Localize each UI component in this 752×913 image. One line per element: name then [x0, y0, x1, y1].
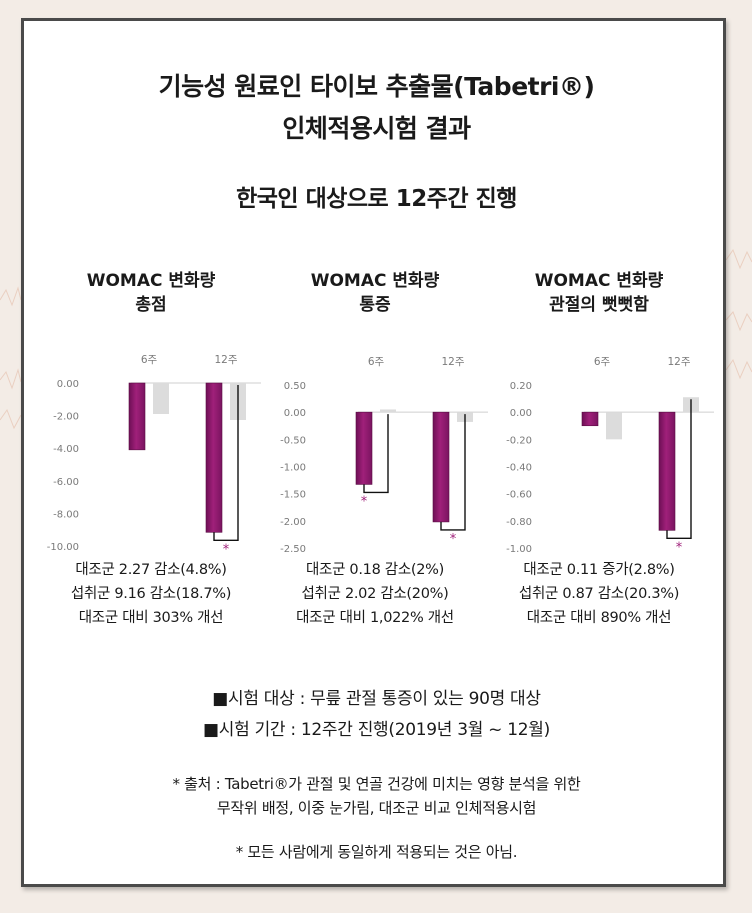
stats-line: 섭취군 9.16 감소(18.7%)	[70, 586, 232, 602]
stats-line: 대조군 0.11 증가(2.8%)	[523, 562, 675, 578]
stats-line: 대조군 대비 303% 개선	[78, 610, 224, 626]
week-label: 6주	[368, 356, 385, 368]
y-tick-label: 0.50	[284, 381, 306, 392]
chart-title-total: WOMAC 변화량 총점	[36, 269, 266, 317]
significance-star: *	[676, 540, 683, 553]
y-tick-label: -4.00	[53, 444, 79, 455]
y-tick-label: -2.50	[280, 544, 306, 553]
significance-bracket	[440, 414, 466, 531]
control-bar	[380, 409, 396, 413]
treatment-bar	[581, 411, 599, 427]
significance-star: *	[450, 532, 457, 547]
y-tick-label: 0.00	[510, 408, 532, 419]
stats-total: 대조군 2.27 감소(4.8%) 섭취군 9.16 감소(18.7%) 대조군…	[36, 558, 266, 630]
y-tick-label: -1.00	[280, 463, 306, 474]
significance-star: *	[361, 494, 368, 509]
y-tick-label: -0.60	[506, 490, 532, 501]
chart-title-line2: 관절의 뻣뻣함	[549, 295, 649, 315]
week-label: 6주	[594, 356, 611, 368]
treatment-bar	[658, 411, 676, 531]
chart-pain: 0.50 0.00 -0.50 -1.00 -1.50 -2.00 -2.50 6주 12주 * *	[280, 356, 488, 553]
main-title-line2: 인체적용시험 결과	[282, 114, 471, 143]
y-tick-label: -6.00	[53, 477, 79, 488]
y-tick-label: -0.20	[506, 435, 532, 446]
y-tick-label: -8.00	[53, 509, 79, 520]
treatment-bar	[355, 411, 373, 485]
y-tick-label: -2.00	[280, 517, 306, 528]
disclaimer-note: * 모든 사람에게 동일하게 적용되는 것은 아님.	[235, 843, 518, 861]
stats-line: 대조군 0.18 감소(2%)	[305, 562, 445, 578]
y-tick-label: -2.00	[53, 412, 79, 423]
significance-bracket	[666, 399, 692, 540]
stats-pain: 대조군 0.18 감소(2%) 섭취군 2.02 감소(20%) 대조군 대비 …	[260, 558, 490, 630]
significance-bracket	[213, 385, 239, 542]
stats-line: 대조군 대비 1,022% 개선	[296, 610, 454, 626]
y-tick-label: -10.00	[47, 542, 79, 551]
week-label: 12주	[667, 356, 690, 368]
source-note-line1: * 출처 : Tabetri®가 관절 및 연골 건강에 미치는 영향 분석을 …	[172, 775, 581, 793]
chart-title-line2: 통증	[359, 295, 391, 315]
info-period: ■시험 기간 : 12주간 진행(2019년 3월 ~ 12월)	[203, 720, 550, 740]
treatment-bar	[432, 411, 450, 523]
y-tick-label: -1.00	[506, 544, 532, 553]
chart-stiffness: 0.20 0.00 -0.20 -0.40 -0.60 -0.80 -1.00 6주 12주 *	[506, 356, 714, 553]
stats-line: 대조군 2.27 감소(4.8%)	[75, 562, 227, 578]
subtitle: 한국인 대상으로 12주간 진행	[236, 186, 517, 212]
source-note-line2: 무작위 배정, 이중 눈가림, 대조군 비교 인체적용시험	[216, 799, 537, 817]
info-subjects: ■시험 대상 : 무릎 관절 통증이 있는 90명 대상	[212, 689, 541, 709]
week-label: 12주	[441, 356, 464, 368]
infographic-card: 기능성 원료인 타이보 추출물(Tabetri®) 인체적용시험 결과 한국인 …	[21, 18, 726, 887]
y-tick-label: -0.50	[280, 435, 306, 446]
y-tick-label: -0.80	[506, 517, 532, 528]
y-tick-label: -0.40	[506, 463, 532, 474]
stats-stiffness: 대조군 0.11 증가(2.8%) 섭취군 0.87 감소(20.3%) 대조군…	[484, 558, 714, 630]
y-tick-label: 0.00	[57, 379, 79, 390]
treatment-bar	[205, 382, 223, 533]
significance-bracket	[363, 414, 389, 494]
y-tick-label: -1.50	[280, 490, 306, 501]
stats-line: 섭취군 2.02 감소(20%)	[301, 586, 449, 602]
stats-line: 섭취군 0.87 감소(20.3%)	[518, 586, 680, 602]
week-label: 12주	[214, 354, 237, 366]
significance-star: *	[223, 542, 230, 551]
control-bar	[153, 383, 169, 414]
chart-title-line2: 총점	[135, 295, 167, 315]
control-bar	[606, 412, 622, 440]
y-tick-label: 0.20	[510, 381, 532, 392]
main-title-line1: 기능성 원료인 타이보 추출물(Tabetri®)	[158, 72, 595, 101]
y-tick-label: 0.00	[284, 408, 306, 419]
chart-title-pain: WOMAC 변화량 통증	[260, 269, 490, 317]
chart-title-stiffness: WOMAC 변화량 관절의 뻣뻣함	[484, 269, 714, 317]
week-label: 6주	[141, 354, 158, 366]
treatment-bar	[128, 382, 146, 451]
chart-title-line1: WOMAC 변화량	[310, 271, 440, 291]
stats-line: 대조군 대비 890% 개선	[526, 610, 672, 626]
chart-title-line1: WOMAC 변화량	[86, 271, 216, 291]
chart-total-score: 0.00 -2.00 -4.00 -6.00 -8.00 -10.00 6주 12주 *	[47, 354, 261, 551]
chart-title-line1: WOMAC 변화량	[534, 271, 664, 291]
